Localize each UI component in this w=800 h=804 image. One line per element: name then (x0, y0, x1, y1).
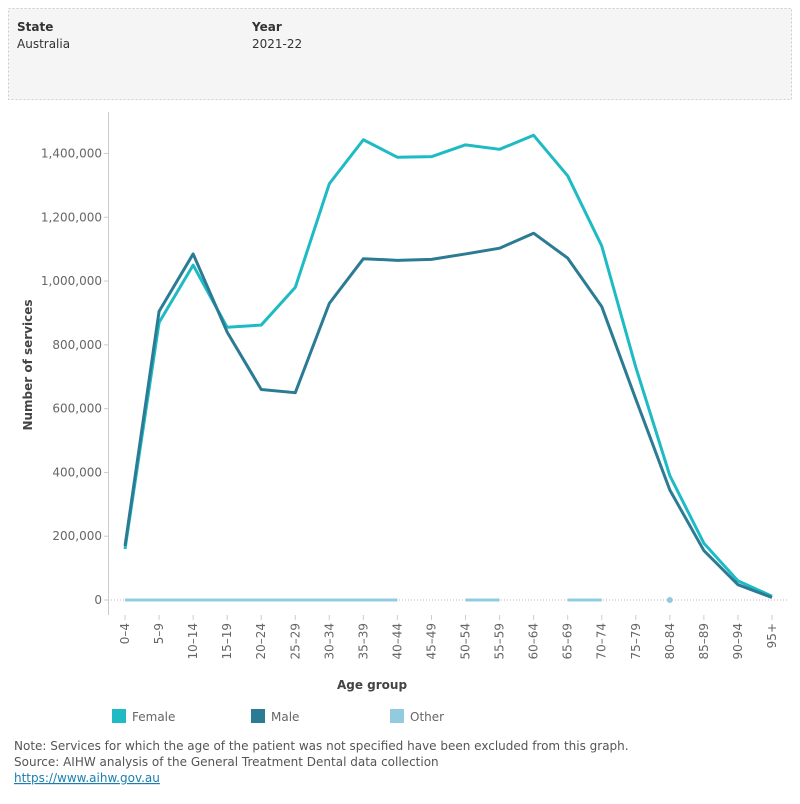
x-tick-label: 45–49 (424, 623, 438, 660)
filter-label: State (17, 20, 53, 34)
legend-label[interactable]: Male (271, 710, 299, 724)
link[interactable]: https://www.aihw.gov.au (14, 771, 160, 785)
legend-label[interactable]: Other (410, 710, 444, 724)
x-tick-label: 80–84 (663, 623, 677, 660)
y-tick-label: 0 (94, 593, 102, 607)
filter-value[interactable]: 2021-22 (252, 37, 302, 51)
x-tick-label: 40–44 (390, 623, 404, 660)
x-tick-label: 55–59 (493, 623, 507, 660)
y-tick-label: 600,000 (52, 402, 102, 416)
legend-swatch[interactable] (251, 709, 265, 723)
x-tick-label: 20–24 (254, 623, 268, 660)
legend-swatch[interactable] (112, 709, 126, 723)
x-tick-label: 90–94 (731, 623, 745, 660)
x-tick-label: 75–79 (629, 623, 643, 660)
filter-value[interactable]: Australia (17, 37, 70, 51)
y-tick-label: 1,400,000 (41, 146, 102, 160)
x-tick-label: 50–54 (459, 623, 473, 660)
y-axis-title: Number of services (21, 299, 35, 430)
x-tick-label: 30–34 (322, 623, 336, 660)
point (666, 597, 673, 604)
x-tick-label: 85–89 (697, 623, 711, 660)
y-tick-label: 1,000,000 (41, 274, 102, 288)
y-tick-label: 800,000 (52, 338, 102, 352)
filter-label: Year (251, 20, 282, 34)
x-tick-label: 35–39 (356, 623, 370, 660)
line (123, 133, 773, 598)
legend-label[interactable]: Female (132, 710, 175, 724)
x-tick-label: 25–29 (288, 623, 302, 660)
source: Source: AIHW analysis of the General Tre… (14, 755, 439, 769)
x-axis-title: Age group (337, 678, 407, 692)
x-tick-label: 65–69 (561, 623, 575, 660)
filter-panel (8, 8, 792, 100)
x-tick-label: 95+ (765, 623, 779, 648)
line (123, 231, 773, 599)
y-tick-label: 1,200,000 (41, 210, 102, 224)
x-tick-label: 15–19 (220, 623, 234, 660)
x-tick-label: 5–9 (152, 623, 166, 644)
x-tick-label: 60–64 (527, 623, 541, 660)
x-tick-label: 0–4 (118, 623, 132, 644)
note: Note: Services for which the age of the … (14, 739, 629, 753)
y-tick-label: 400,000 (52, 465, 102, 479)
x-tick-label: 10–14 (186, 623, 200, 660)
legend-swatch[interactable] (390, 709, 404, 723)
y-tick-label: 200,000 (52, 529, 102, 543)
x-tick-label: 70–74 (595, 623, 609, 660)
